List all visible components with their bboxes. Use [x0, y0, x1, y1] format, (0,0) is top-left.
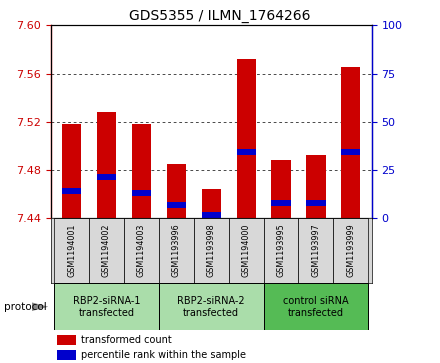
Polygon shape	[32, 302, 48, 311]
Text: GSM1194000: GSM1194000	[242, 224, 251, 277]
Text: GSM1193999: GSM1193999	[346, 224, 356, 277]
Text: RBP2-siRNA-1
transfected: RBP2-siRNA-1 transfected	[73, 295, 140, 318]
Bar	[202, 212, 221, 219]
Bar	[97, 174, 116, 180]
Text: GSM1194003: GSM1194003	[137, 224, 146, 277]
Text: GDS5355 / ILMN_1764266: GDS5355 / ILMN_1764266	[129, 9, 311, 23]
Text: GSM1194001: GSM1194001	[67, 224, 76, 277]
Text: control siRNA
transfected: control siRNA transfected	[283, 295, 349, 318]
Text: GSM1193997: GSM1193997	[312, 224, 320, 277]
Bar	[132, 124, 151, 218]
Bar	[237, 149, 256, 155]
Bar	[62, 124, 81, 218]
Bar	[341, 68, 360, 218]
Bar	[167, 201, 186, 208]
Bar	[194, 218, 229, 283]
Bar	[202, 189, 221, 218]
Text: transformed count: transformed count	[81, 335, 172, 345]
Bar	[306, 155, 326, 218]
Bar	[271, 160, 291, 218]
Bar	[62, 188, 81, 194]
Bar	[264, 283, 368, 330]
Bar	[264, 218, 298, 283]
Bar	[57, 335, 76, 345]
Bar	[159, 283, 264, 330]
Bar	[306, 200, 326, 207]
Bar	[57, 350, 76, 360]
Text: protocol: protocol	[4, 302, 47, 312]
Bar	[167, 164, 186, 218]
Text: GSM1193998: GSM1193998	[207, 224, 216, 277]
Bar	[124, 218, 159, 283]
Bar	[271, 200, 291, 207]
Bar	[334, 218, 368, 283]
Bar	[89, 218, 124, 283]
Bar	[341, 149, 360, 155]
Bar	[132, 189, 151, 196]
Text: GSM1193996: GSM1193996	[172, 224, 181, 277]
Bar	[159, 218, 194, 283]
Bar	[237, 59, 256, 218]
Bar	[54, 283, 159, 330]
Bar	[298, 218, 334, 283]
Text: GSM1193995: GSM1193995	[276, 224, 286, 277]
Bar	[229, 218, 264, 283]
Text: GSM1194002: GSM1194002	[102, 224, 111, 277]
Bar	[54, 218, 89, 283]
Text: RBP2-siRNA-2
transfected: RBP2-siRNA-2 transfected	[177, 295, 245, 318]
Bar	[97, 112, 116, 218]
Text: percentile rank within the sample: percentile rank within the sample	[81, 350, 246, 360]
